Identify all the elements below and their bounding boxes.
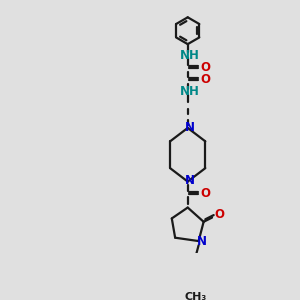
- Text: NH: NH: [180, 49, 200, 62]
- Text: O: O: [200, 187, 210, 200]
- Text: NH: NH: [180, 85, 200, 98]
- Text: O: O: [200, 61, 210, 74]
- Text: O: O: [214, 208, 225, 221]
- Text: N: N: [185, 121, 195, 134]
- Text: N: N: [185, 174, 195, 187]
- Text: CH₃: CH₃: [184, 292, 206, 300]
- Text: N: N: [197, 235, 207, 248]
- Text: O: O: [200, 73, 210, 86]
